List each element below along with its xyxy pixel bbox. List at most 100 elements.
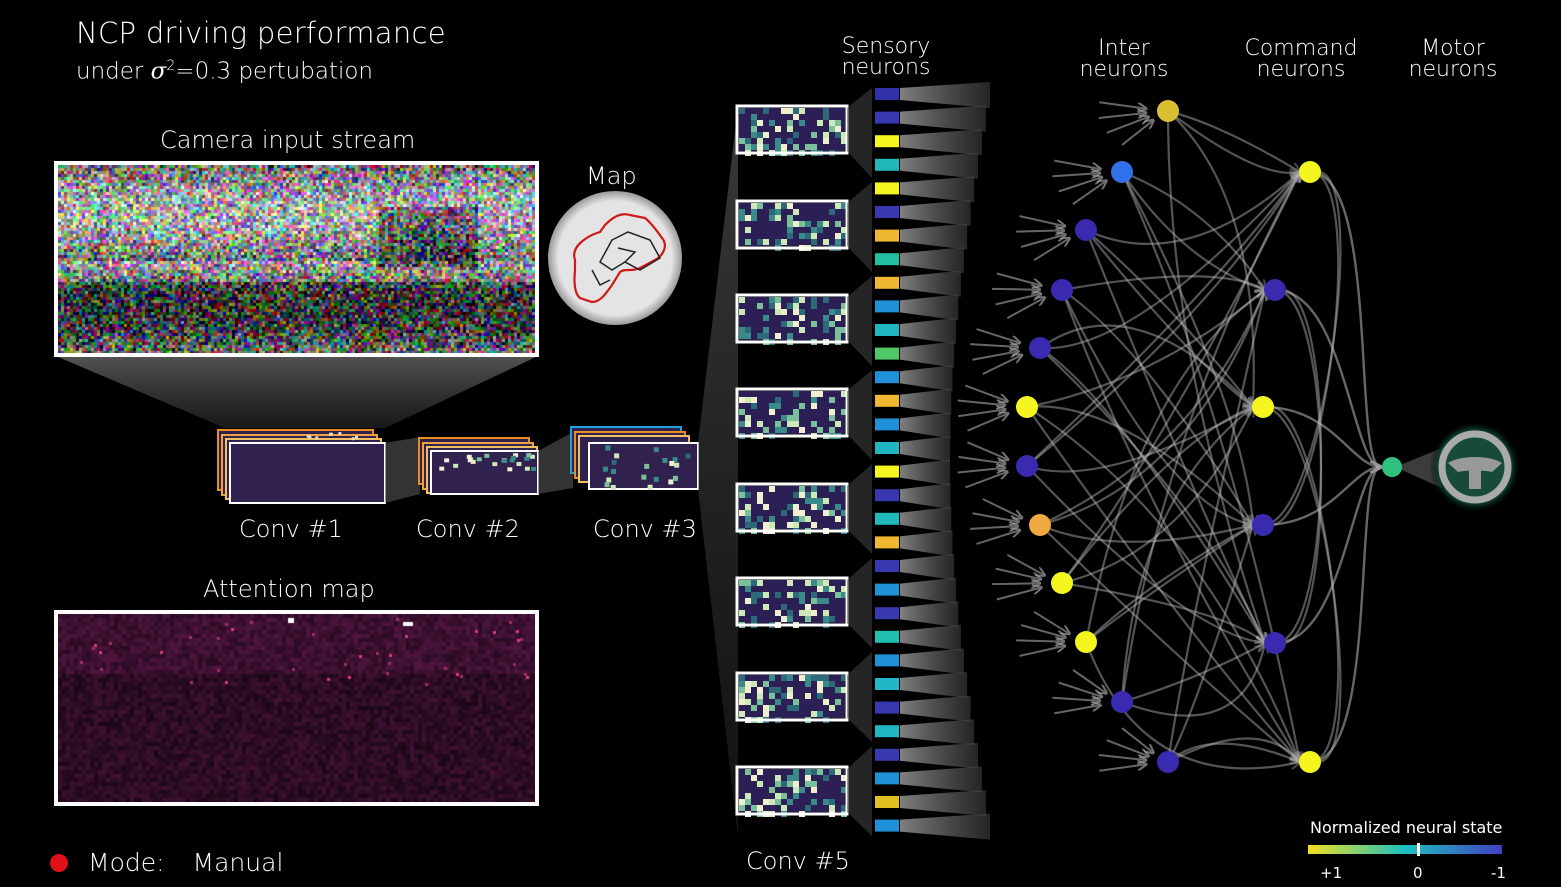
inter-neuron [1051,279,1073,301]
map-widget [548,191,682,325]
sensory-synapse-fan [900,365,953,392]
sensory-to-inter-edge [1106,117,1149,134]
camera-frame [54,161,539,357]
conv5-feature-map [735,671,849,723]
command-to-motor-edge [1309,170,1381,467]
legend-title: Normalized neural state [1310,818,1503,837]
sensory-fan [900,82,990,840]
sensory-synapse-fan [900,294,959,321]
inter-to-command-edge [1061,289,1253,525]
sensory-to-inter-edge [1052,698,1100,701]
inter-to-command-edge [1167,525,1253,763]
sensory-neuron [875,819,899,832]
sensory-synapse-fan [900,129,982,156]
sensory-neuron [875,371,899,384]
sensory-neuron [875,772,899,785]
inter-to-command-edge [1061,407,1253,585]
inter-to-command-edge [1060,289,1300,762]
sensory-to-inter-edge [982,498,1022,518]
inter-to-command-edge [1026,172,1300,467]
attention-heatmap [58,614,535,802]
conv5-bracket [847,464,872,554]
conv1-stack [217,429,386,504]
sensory-synapse-fan [900,695,971,722]
legend-tick-mid: 0 [1413,864,1423,882]
sensory-synapse-fan [900,648,964,675]
synapse-edges [957,101,1381,772]
sensory-to-inter-edge [995,294,1041,306]
inter-to-command-edge [1121,171,1253,525]
sensory-neuron [875,324,899,336]
inter-to-command-edge [1121,643,1265,704]
inter-to-command-edge [1120,407,1253,703]
sensory-to-inter-edge [996,587,1042,601]
sensory-neuron [875,276,899,289]
sensory-synapse-fan [900,577,957,604]
sensory-synapse-fan [900,530,953,557]
conv5-feature-map [735,387,849,439]
sensory-synapse-fan [900,766,982,793]
inter-to-command-edge [1166,110,1265,643]
sensory-neuron [875,135,899,148]
sensory-to-inter-edge [970,344,1018,347]
sensory-neuron [875,253,899,266]
sensory-to-inter-edge [957,400,1005,405]
page-title: NCP driving performance [76,16,446,50]
sensory-to-inter-edge [992,289,1040,290]
inter-neuron [1016,455,1038,477]
conv5-bracket [847,558,872,648]
sensory-to-inter-edge [1099,101,1146,108]
sensory-synapse-fan [900,483,951,510]
command-to-motor-edge [1274,288,1381,467]
sensory-to-inter-edge [1006,554,1044,576]
attention-frame [54,610,539,806]
inter-to-command-edge [1120,172,1300,703]
sensory-to-inter-edge [992,583,1040,584]
sensory-neuron [875,182,899,195]
legend-tick-left: +1 [1320,864,1343,882]
inter-to-command-edge [1061,172,1300,584]
sensory-to-inter-edge [1054,705,1100,715]
sensory-to-inter-edge [972,512,1018,522]
sensory-synapse-fan [900,624,962,651]
state-legend [1308,843,1502,856]
sensory-to-inter-edge [958,455,1005,464]
conv1-detail [306,432,359,441]
inter-to-command-edge [1166,290,1265,763]
sensory-synapse-fan [900,200,971,226]
conv5-feature-map [735,576,849,628]
sensory-synapse-fan [900,223,968,250]
inter-to-command-edge [1026,405,1253,525]
inter-neuron [1051,572,1073,594]
sensory-to-inter-edge [965,384,1007,402]
sensory-neuron [875,654,899,667]
inter-neuron [1157,100,1179,122]
motor-neuron [1382,457,1402,477]
sensory-to-inter-edge [970,526,1018,529]
inter-neuron [1157,751,1179,773]
inter-to-command-edge [1026,407,1253,473]
sensory-to-inter-edge [996,272,1042,286]
inter-to-command-edge [1121,170,1265,290]
inter-to-command-edge [1039,525,1253,543]
inter-to-command-edge [1026,172,1300,467]
inter-to-command-edge [1085,525,1253,643]
sensory-synapse-fan [900,506,952,533]
sensory-to-inter-edge [982,355,1022,375]
sensory-to-inter-edge [1058,177,1102,193]
sensory-neuron [875,512,899,525]
sensory-synapse-fan [900,270,962,297]
command-neuron [1299,161,1321,183]
map-label: Map [586,162,637,190]
sensory-to-inter-edge [1033,610,1070,634]
sensory-to-inter-edge [1121,727,1153,753]
sensory-to-inter-edge [976,530,1021,545]
sensory-synapse-fan [900,105,986,132]
sensory-synapse-fan [900,436,951,462]
conv5-label: Conv #5 [746,847,850,875]
sensory-synapse-fan [900,813,990,840]
sensory-to-inter-edge [976,328,1021,343]
attention-label: Attention map [203,575,375,603]
sensory-neuron [875,465,899,478]
command-recurrent-edge [1262,405,1342,764]
